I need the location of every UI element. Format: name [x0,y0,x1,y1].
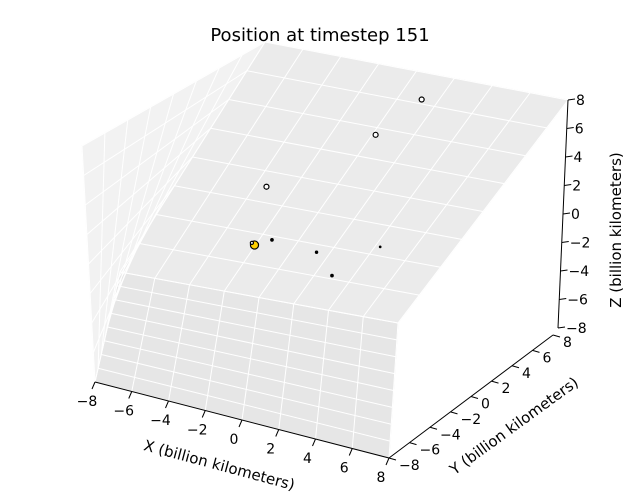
data-point [270,238,274,242]
grid-line-left-z [86,127,211,235]
grid-line-back-z [228,99,526,157]
y-tick [532,349,540,353]
y-tick-label: −4 [440,427,461,443]
grid-line-back-x [397,99,569,324]
data-point [418,96,425,103]
grid-line-floor-y [119,271,399,324]
grid-line-floor-x [351,316,364,449]
x-tick-label: 4 [303,451,312,467]
x-tick-label: 8 [377,470,386,486]
y-tick [409,442,417,446]
data-point [372,131,379,138]
z-tick-label: 2 [572,179,581,195]
chart-title: Position at timestep 151 [210,25,429,46]
grid-line-back-x [328,85,493,311]
z-tick [564,184,572,186]
data-point [314,250,319,254]
z-tick [561,241,569,243]
data-point [263,183,270,190]
grid-line-back-x [293,77,455,305]
y-tick-label: −6 [420,443,441,459]
x-tick-label: −8 [77,394,98,410]
x-tick [348,448,353,456]
x-tick [165,400,169,409]
z-tick-label: 0 [571,207,580,223]
data-point [249,240,255,246]
grid-line-floor-x [388,322,399,459]
z-tick-label: 4 [574,150,583,166]
grid-line-left-z [81,41,266,147]
x-tick [385,457,390,466]
y-tick-label: 0 [481,397,490,413]
z-tick-label: 8 [576,93,585,109]
x-tick-label: −6 [113,404,134,420]
z-tick [567,98,576,101]
z-tick-label: −2 [570,236,591,252]
z-tick-label: −4 [569,264,590,280]
grid-line-floor-x [315,310,329,440]
z-tick-label: 6 [575,122,584,138]
x-tick [275,429,280,437]
grid-line-back-z [264,41,569,101]
x-tick-label: 6 [340,461,349,477]
grid-line-left-z [83,70,248,176]
grid-line-back-x [258,70,417,298]
z-axis-label: Z (billion kilometers) [607,152,625,308]
y-tick-label: 6 [543,350,552,366]
x-tick [91,381,96,390]
y-tick-label: 2 [502,381,511,397]
y-tick [388,457,397,461]
grid-line-floor-y [116,285,397,341]
x-tick-label: −2 [187,423,208,439]
grid-line-floor-x [278,303,295,430]
grid-line-left-y [113,67,220,300]
y-tick [429,426,438,430]
data-points [249,96,425,278]
z-tick [562,212,571,215]
grid-lines [81,41,569,459]
y-tick-label: 4 [522,366,531,382]
x-tick-label: −4 [150,413,171,429]
grid-line-back-z [246,70,547,129]
tick-marks [91,98,576,466]
y-tick [552,334,561,338]
z-tick-label: −6 [567,293,588,309]
grid-line-back-z [210,127,505,185]
x-tick-label: 0 [230,432,239,448]
grid-line-left-z [84,99,230,206]
grid-line-left-y [119,41,266,273]
axes-panes [81,41,569,459]
z-tick [560,269,568,272]
grid-line-left-y [116,54,243,286]
y-tick-label: −2 [461,412,482,428]
data-point [330,273,334,278]
z-tick [565,155,573,158]
data-point [378,245,382,249]
x-tick [312,438,316,447]
z-tick [557,326,566,329]
x-tick [128,391,133,399]
grid-line-floor-y [113,299,396,358]
grid-line-floor-y [110,312,395,375]
y-tick [491,380,499,384]
x-tick [201,410,206,418]
z-tick [559,298,567,300]
x-tick-label: 2 [266,442,275,458]
y-tick-label: −8 [399,458,420,474]
grid-line-floor-y [107,326,394,391]
y-tick [450,411,458,415]
grid-line-back-x [362,92,531,317]
z-tick [566,127,574,129]
z-tick-label: −8 [566,321,587,337]
y-tick-label: 8 [563,335,572,351]
x-tick [238,419,243,428]
y-tick [470,396,479,399]
y-tick [511,365,520,369]
